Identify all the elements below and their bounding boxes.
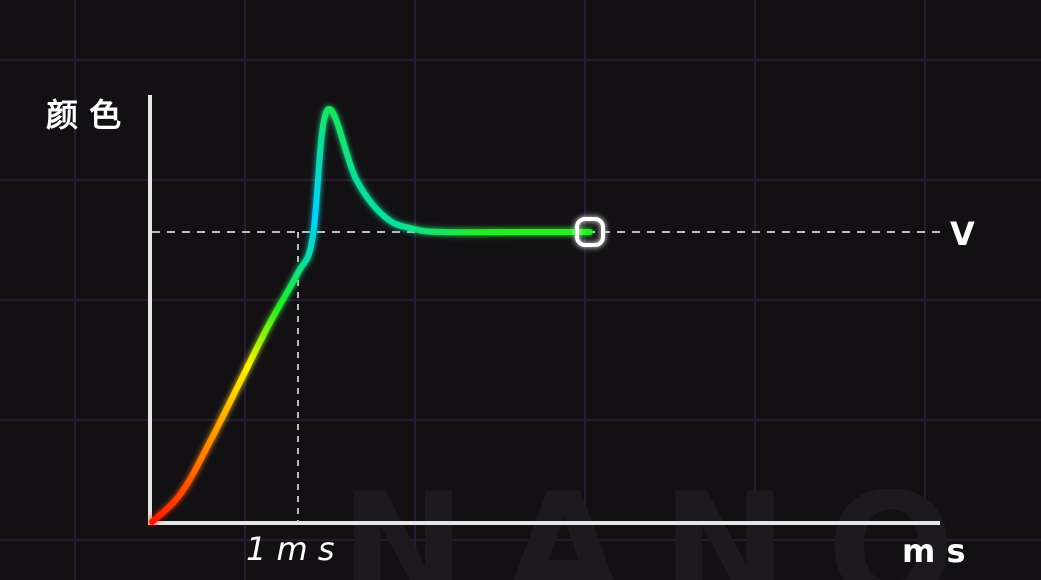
y-axis-label: 颜 色 <box>46 96 121 134</box>
x-tick-label-1ms: 1 m s <box>246 530 335 568</box>
series-line <box>149 106 593 525</box>
end-marker <box>575 217 605 247</box>
reference-label-v: V <box>950 215 975 253</box>
x-axis-label: m s <box>902 532 966 570</box>
